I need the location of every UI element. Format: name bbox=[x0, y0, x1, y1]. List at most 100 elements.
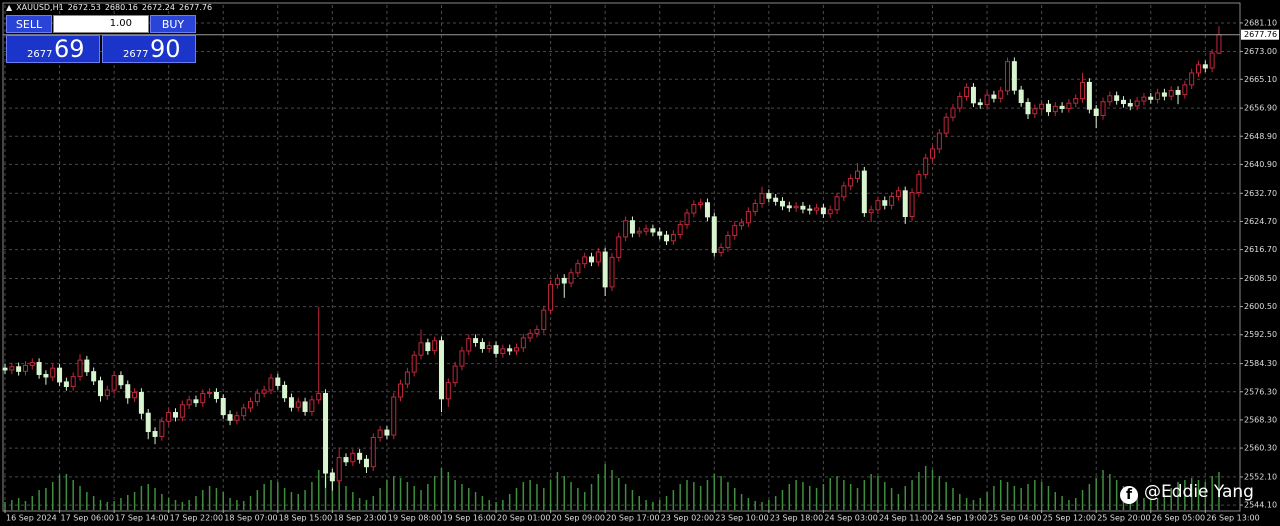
candle-body bbox=[1086, 81, 1092, 110]
candle-body bbox=[1005, 61, 1011, 92]
candle-body bbox=[814, 207, 820, 211]
x-tick-label: 19 Sep 16:00 bbox=[442, 514, 495, 523]
candle-body bbox=[786, 205, 792, 209]
candle-body bbox=[1080, 81, 1086, 100]
candle-body bbox=[554, 277, 560, 285]
candle-body bbox=[377, 429, 383, 439]
candle-body bbox=[1189, 72, 1195, 86]
x-tick-label: 20 Sep 17:00 bbox=[606, 514, 659, 523]
candle-body bbox=[166, 412, 172, 422]
candle-body bbox=[29, 362, 35, 366]
x-tick-label: 24 Sep 03:00 bbox=[824, 514, 877, 523]
candle-body bbox=[1100, 101, 1106, 117]
candle-body bbox=[2, 367, 8, 371]
candle-body bbox=[173, 412, 178, 418]
x-tick-label: 17 Sep 22:00 bbox=[170, 514, 223, 523]
candle-body bbox=[779, 200, 785, 207]
candle-body bbox=[411, 354, 417, 373]
y-tick-label: 2592.50 bbox=[1244, 330, 1277, 339]
candle-body bbox=[827, 209, 833, 215]
x-tick-label: 25 Sep 12:00 bbox=[1043, 514, 1096, 523]
candle-body bbox=[145, 412, 151, 433]
candle-body bbox=[514, 347, 519, 352]
candle-body bbox=[323, 393, 329, 474]
candle-body bbox=[1161, 92, 1167, 97]
watermark: f @Eddie Yang bbox=[1120, 482, 1254, 504]
x-tick-label: 17 Sep 06:00 bbox=[61, 514, 114, 523]
candle-body bbox=[527, 332, 533, 339]
candle-body bbox=[84, 359, 90, 373]
y-tick-label: 2673.00 bbox=[1244, 47, 1277, 56]
candle-body bbox=[213, 391, 219, 399]
candle-body bbox=[855, 170, 860, 179]
buy-button[interactable]: BUY bbox=[150, 15, 196, 33]
candle-body bbox=[357, 452, 363, 460]
candle-body bbox=[725, 235, 731, 248]
candle-body bbox=[398, 383, 404, 398]
candle-body bbox=[316, 393, 322, 401]
candle-body bbox=[739, 222, 745, 227]
candle-body bbox=[895, 190, 901, 197]
candle-body bbox=[534, 328, 540, 334]
y-tick-label: 2568.30 bbox=[1244, 415, 1277, 424]
candle-body bbox=[807, 208, 813, 211]
candle-body bbox=[118, 375, 124, 386]
candle-body bbox=[609, 256, 615, 288]
candle-body bbox=[629, 220, 635, 234]
candle-body bbox=[902, 190, 908, 218]
candle-body bbox=[329, 472, 335, 482]
candle-body bbox=[1168, 90, 1174, 97]
x-tick-label: 16 Sep 2024 bbox=[6, 514, 57, 523]
candle-body bbox=[97, 380, 103, 397]
header: ▲ XAUUSD,H1 2672.53 2680.16 2672.24 2677.76 bbox=[6, 3, 216, 12]
candle-body bbox=[343, 457, 349, 463]
candle-body bbox=[670, 233, 676, 242]
candle-body bbox=[254, 392, 260, 403]
candle-body bbox=[466, 338, 472, 352]
candle-body bbox=[1032, 108, 1038, 115]
candle-body bbox=[909, 192, 915, 218]
price-label: 2677.76 bbox=[1244, 30, 1277, 39]
candle-body bbox=[1039, 103, 1045, 110]
quote-high: 2680.16 bbox=[104, 3, 138, 12]
sell-price[interactable]: 2677 69 bbox=[6, 35, 100, 63]
candle-body bbox=[1209, 52, 1215, 69]
candle-body bbox=[623, 220, 629, 238]
candle-body bbox=[916, 174, 922, 194]
candle-body bbox=[732, 225, 738, 237]
candle-body bbox=[759, 193, 765, 204]
candle-body bbox=[1107, 95, 1113, 103]
candle-body bbox=[9, 366, 15, 371]
candle-body bbox=[643, 228, 649, 232]
y-tick-label: 2624.70 bbox=[1244, 217, 1277, 226]
x-tick-label: 25 Sep 04:00 bbox=[988, 514, 1041, 523]
candle-body bbox=[295, 401, 301, 408]
candle-body bbox=[241, 407, 247, 417]
candle-body bbox=[575, 263, 581, 274]
y-tick-label: 2560.30 bbox=[1244, 444, 1277, 453]
lots-input[interactable]: 1.00 bbox=[53, 15, 149, 33]
collapse-arrow[interactable]: ▲ bbox=[6, 3, 13, 12]
candle-body bbox=[923, 157, 929, 176]
candle-body bbox=[336, 457, 342, 482]
x-tick-label: 18 Sep 23:00 bbox=[333, 514, 386, 523]
candle-body bbox=[220, 397, 226, 416]
y-tick-label: 2552.10 bbox=[1244, 472, 1277, 481]
candle-body bbox=[602, 251, 608, 288]
candle-body bbox=[186, 399, 192, 406]
candle-body bbox=[391, 396, 397, 436]
candle-body bbox=[432, 340, 438, 352]
candle-body bbox=[261, 389, 267, 394]
y-tick-label: 2584.30 bbox=[1244, 359, 1277, 368]
symbol: XAUUSD,H1 bbox=[16, 3, 64, 12]
sell-button[interactable]: SELL bbox=[6, 15, 52, 33]
y-tick-label: 2544.10 bbox=[1244, 501, 1277, 510]
candle-body bbox=[1045, 103, 1051, 113]
candle-body bbox=[370, 437, 376, 468]
candle-body bbox=[1202, 64, 1208, 69]
buy-price[interactable]: 2677 90 bbox=[102, 35, 196, 63]
candle-body bbox=[1141, 96, 1147, 102]
candle-body bbox=[568, 272, 574, 284]
